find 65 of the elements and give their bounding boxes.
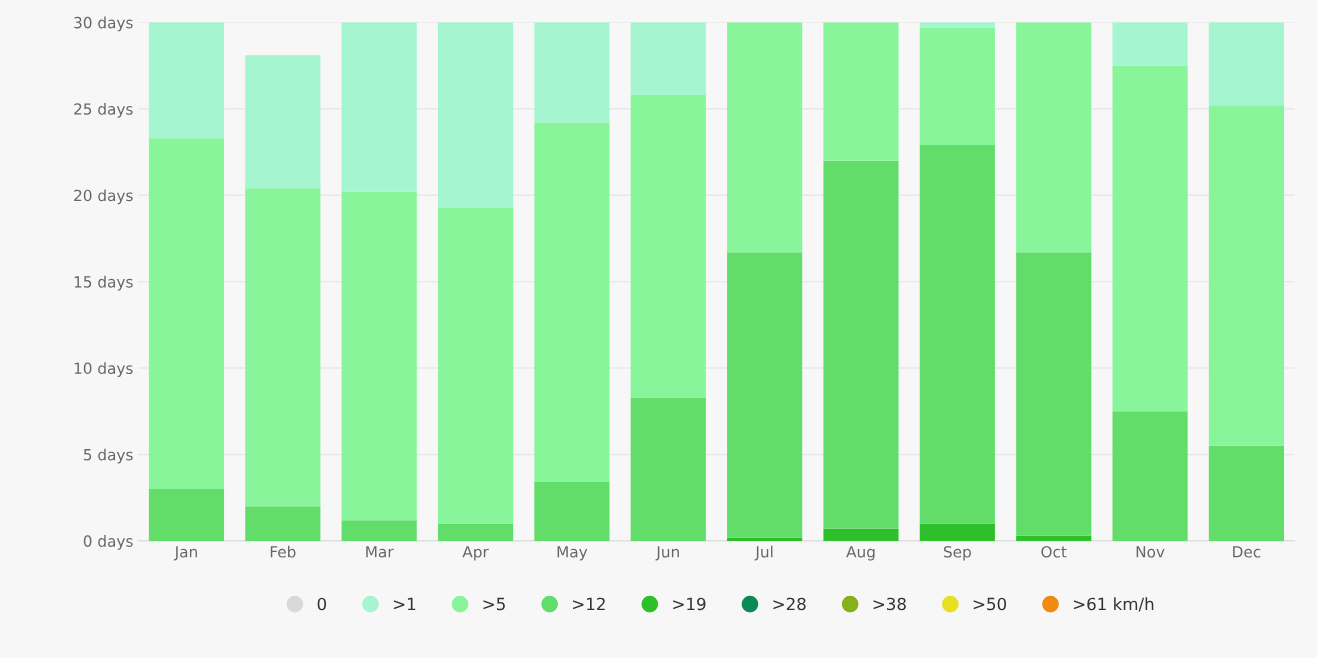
bar bbox=[1112, 411, 1188, 541]
legend-label: >19 bbox=[673, 597, 706, 611]
bar bbox=[727, 22, 803, 253]
bar bbox=[919, 27, 995, 146]
legend-label: >5 bbox=[483, 597, 505, 611]
x-tick-label: Mar bbox=[366, 546, 394, 558]
y-tick-label: 15 days bbox=[74, 275, 133, 291]
bar bbox=[1208, 445, 1285, 541]
bar bbox=[148, 489, 225, 541]
legend-label: >12 bbox=[573, 597, 605, 611]
x-tick-label: Jun bbox=[655, 546, 679, 561]
legend-label: >61 km/h bbox=[1073, 597, 1154, 612]
legend-label: >38 bbox=[873, 597, 906, 611]
bar bbox=[245, 55, 321, 189]
bar bbox=[1208, 22, 1285, 106]
bar bbox=[245, 188, 321, 507]
bar bbox=[1112, 22, 1188, 66]
legend-label: >28 bbox=[773, 597, 806, 611]
x-tick-label: Aug bbox=[846, 546, 875, 561]
x-tick-label: Dec bbox=[1233, 546, 1261, 558]
bar bbox=[823, 528, 899, 541]
bar bbox=[437, 523, 514, 541]
bar bbox=[534, 482, 610, 541]
bar bbox=[823, 22, 899, 161]
bar bbox=[1016, 252, 1092, 536]
bar bbox=[727, 252, 803, 538]
legend-label: 0 bbox=[317, 597, 327, 611]
bar bbox=[341, 22, 417, 192]
x-tick-label: Sep bbox=[943, 546, 971, 561]
y-tick-label: 10 days bbox=[74, 362, 133, 378]
bar bbox=[630, 22, 706, 95]
bar bbox=[823, 160, 899, 529]
x-tick-label: Apr bbox=[462, 546, 489, 561]
bar bbox=[534, 22, 610, 123]
y-tick-label: 30 days bbox=[74, 16, 133, 32]
bar bbox=[437, 207, 514, 524]
y-tick-label: 0 days bbox=[83, 535, 133, 550]
bar bbox=[1112, 65, 1188, 412]
bar bbox=[437, 22, 514, 208]
bar bbox=[534, 122, 610, 483]
bar bbox=[919, 22, 995, 28]
bar bbox=[727, 537, 803, 541]
bar bbox=[341, 520, 417, 541]
legend-label: >1 bbox=[393, 597, 416, 611]
y-tick-label: 5 days bbox=[83, 448, 133, 464]
x-tick-label: Nov bbox=[1136, 546, 1165, 558]
y-tick-label: 20 days bbox=[74, 189, 133, 205]
x-tick-label: May bbox=[557, 546, 588, 561]
legend-label: >50 bbox=[973, 597, 1007, 611]
bar bbox=[919, 145, 995, 524]
bar bbox=[148, 138, 225, 490]
x-tick-label: Jan bbox=[173, 546, 197, 561]
bar bbox=[1016, 535, 1092, 541]
y-tick-label: 25 days bbox=[74, 102, 133, 118]
bar bbox=[1016, 22, 1092, 253]
bar bbox=[630, 94, 706, 398]
bar bbox=[630, 397, 706, 541]
bar bbox=[245, 506, 321, 541]
bar bbox=[1208, 105, 1285, 446]
x-tick-label: Jul bbox=[754, 545, 773, 561]
x-tick-label: Oct bbox=[1041, 546, 1067, 558]
bar bbox=[148, 22, 225, 139]
x-tick-label: Feb bbox=[270, 545, 296, 558]
bar bbox=[919, 523, 995, 541]
bar bbox=[341, 191, 417, 521]
